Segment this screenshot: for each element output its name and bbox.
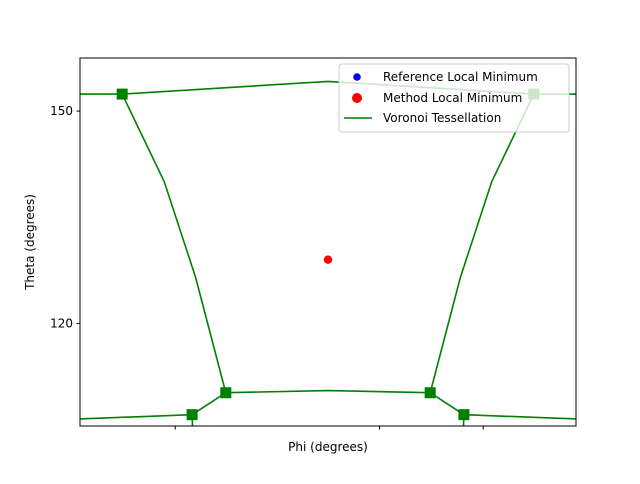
y-tick-label: 150 bbox=[50, 104, 73, 118]
voronoi-edge bbox=[80, 413, 193, 420]
voronoi-vertex bbox=[458, 409, 470, 421]
voronoi-edge bbox=[429, 93, 535, 393]
legend-label-reference: Reference Local Minimum bbox=[383, 70, 538, 84]
legend-marker-reference bbox=[353, 73, 361, 81]
voronoi-edge bbox=[225, 389, 431, 394]
voronoi-edge bbox=[463, 413, 576, 420]
legend-label-voronoi: Voronoi Tessellation bbox=[383, 111, 501, 125]
x-axis-label: Phi (degrees) bbox=[288, 440, 368, 454]
voronoi-edge bbox=[191, 392, 227, 416]
voronoi-edge bbox=[429, 392, 465, 416]
legend-box bbox=[338, 63, 570, 133]
voronoi-vertex bbox=[220, 387, 232, 399]
legend: Reference Local Minimum Method Local Min… bbox=[338, 63, 570, 133]
method-local-minimum-point bbox=[323, 255, 333, 264]
voronoi-vertex bbox=[424, 387, 436, 399]
voronoi-vertex bbox=[116, 88, 128, 100]
legend-marker-method bbox=[352, 93, 362, 103]
y-tick-label: 120 bbox=[50, 316, 73, 330]
voronoi-edge bbox=[121, 93, 227, 393]
y-axis-label: Theta (degrees) bbox=[23, 194, 37, 291]
axes-frame bbox=[79, 57, 577, 427]
legend-label-method: Method Local Minimum bbox=[383, 91, 522, 105]
axis-ticks: 120 150 bbox=[50, 104, 484, 430]
voronoi-vertex bbox=[186, 409, 198, 421]
